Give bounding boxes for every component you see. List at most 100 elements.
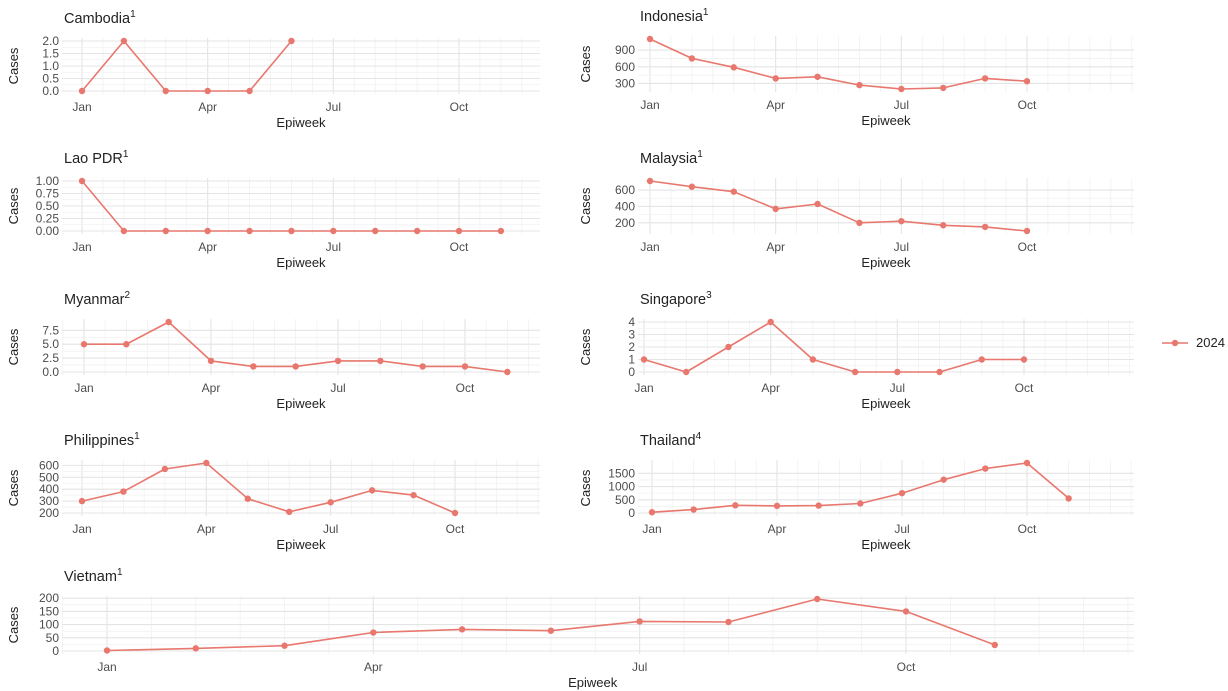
x-tick-label: Jul xyxy=(323,522,338,536)
cambodia-point-mar xyxy=(162,87,169,95)
myanmar-point-sep xyxy=(419,363,426,370)
y-tick-label: 50 xyxy=(46,631,60,645)
x-tick-label: Jul xyxy=(894,240,909,254)
cambodia-point-jan xyxy=(78,87,86,95)
vietnam-point-feb xyxy=(192,645,199,652)
legend-label: 2024 xyxy=(1196,335,1225,350)
y-tick-label: 2 xyxy=(628,340,635,354)
singapore-point-sep xyxy=(978,356,985,363)
myanmar-point-jul xyxy=(334,357,342,365)
vietnam-point-jul xyxy=(636,618,643,625)
y-axis-title: Cases xyxy=(6,187,21,224)
y-tick-label: 200 xyxy=(39,506,59,520)
y-tick-label: 1500 xyxy=(608,466,635,480)
panel-title: Malaysia1 xyxy=(640,149,703,167)
singapore-point-oct xyxy=(1020,356,1028,363)
myanmar-point-mar xyxy=(165,318,172,326)
philippines-point-jan xyxy=(78,497,86,505)
x-tick-label: Oct xyxy=(450,100,469,114)
x-axis-title: Epiweek xyxy=(276,115,326,130)
indonesia-point-jun xyxy=(856,81,863,89)
x-tick-label: Jan xyxy=(97,660,116,674)
y-tick-label: 0.50 xyxy=(36,199,60,213)
y-tick-label: 1.5 xyxy=(42,47,59,61)
lao-pdr-point-apr xyxy=(204,227,211,235)
vietnam-point-jan xyxy=(103,647,111,654)
y-axis-title: Cases xyxy=(578,469,593,506)
malaysia-point-jun xyxy=(856,219,863,227)
panel-title-superscript: 1 xyxy=(123,149,129,160)
x-tick-label: Oct xyxy=(1018,98,1037,112)
panel-title: Singapore3 xyxy=(640,290,712,308)
indonesia-point-apr xyxy=(772,75,779,82)
y-tick-label: 500 xyxy=(39,470,59,484)
myanmar-panel: 0.02.55.07.5 Jan Apr Jul Oct Myanmar2 Epiweek C… xyxy=(6,290,540,411)
lao-pdr-point-mar xyxy=(162,227,169,235)
singapore-point-jan xyxy=(640,356,648,363)
indonesia-point-sep xyxy=(981,75,989,82)
panel-title-superscript: 1 xyxy=(134,431,140,442)
thailand-point-may xyxy=(815,502,822,509)
legend-key xyxy=(1162,339,1188,346)
x-tick-label: Apr xyxy=(766,240,785,254)
y-axis-title: Cases xyxy=(6,606,21,643)
vietnam-point-jun xyxy=(547,627,555,634)
y-tick-label: 300 xyxy=(39,494,59,508)
x-tick-label: Jan xyxy=(642,522,661,536)
myanmar-point-feb xyxy=(123,341,130,348)
thailand-point-feb xyxy=(690,506,697,513)
x-tick-label: Apr xyxy=(766,98,785,112)
x-tick-label: Jul xyxy=(326,100,341,114)
x-tick-label: Oct xyxy=(446,522,465,536)
vietnam-point-aug xyxy=(725,618,732,626)
panel-title: Lao PDR1 xyxy=(64,149,129,167)
y-tick-label: 100 xyxy=(39,618,59,632)
x-tick-label: Oct xyxy=(1015,381,1034,395)
x-axis-title: Epiweek xyxy=(861,113,911,128)
x-axis-title: Epiweek xyxy=(861,537,911,552)
thailand-point-jul xyxy=(898,489,906,497)
myanmar-point-nov xyxy=(504,368,511,376)
panel-title-superscript: 4 xyxy=(696,431,702,442)
singapore-point-aug xyxy=(936,368,943,376)
x-tick-label: Jul xyxy=(330,381,345,395)
x-axis-title: Epiweek xyxy=(861,396,911,411)
indonesia-point-jan xyxy=(646,35,654,43)
malaysia-point-mar xyxy=(730,188,737,195)
thailand-point-jan xyxy=(648,509,656,516)
x-axis-title: Epiweek xyxy=(276,255,326,270)
philippines-point-may xyxy=(244,495,251,502)
y-tick-label: 300 xyxy=(615,76,635,90)
cambodia-point-apr xyxy=(204,87,211,95)
vietnam-point-mar xyxy=(281,642,288,649)
y-tick-label: 400 xyxy=(615,199,635,213)
x-tick-label: Oct xyxy=(1018,240,1037,254)
y-tick-label: 0 xyxy=(628,365,635,379)
x-tick-label: Jan xyxy=(72,522,91,536)
panel-title: Cambodia1 xyxy=(64,9,136,27)
cambodia-panel: 0.00.51.01.52.0 Jan Apr Jul Oct Cambodia1 Epiw… xyxy=(6,9,540,130)
malaysia-point-feb xyxy=(688,183,696,190)
malaysia-point-apr xyxy=(772,205,779,213)
malaysia-point-may xyxy=(814,200,821,208)
panel-title: Philippines1 xyxy=(64,431,140,449)
singapore-series-line xyxy=(643,321,1024,373)
x-tick-label: Apr xyxy=(202,381,221,395)
x-tick-label: Apr xyxy=(198,100,217,114)
y-axis-title: Cases xyxy=(578,328,593,365)
x-tick-label: Oct xyxy=(450,240,469,254)
y-tick-label: 0.0 xyxy=(42,365,59,379)
y-tick-label: 500 xyxy=(615,493,635,507)
y-tick-label: 200 xyxy=(615,216,635,230)
thailand-point-oct xyxy=(1023,459,1031,467)
x-axis-title: Epiweek xyxy=(568,675,618,690)
panel-title-superscript: 1 xyxy=(130,9,136,20)
y-tick-label: 900 xyxy=(615,43,635,57)
x-tick-label: Jan xyxy=(74,381,93,395)
singapore-point-may xyxy=(809,356,817,363)
panel-title-superscript: 1 xyxy=(117,567,123,578)
thailand-point-nov xyxy=(1065,495,1072,502)
